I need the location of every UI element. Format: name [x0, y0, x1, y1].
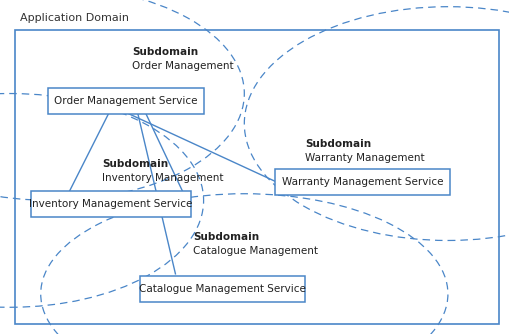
Text: Warranty Management: Warranty Management: [305, 153, 425, 163]
Text: Application Domain: Application Domain: [20, 13, 129, 23]
Text: Inventory Management: Inventory Management: [102, 173, 223, 183]
Text: Inventory Management Service: Inventory Management Service: [29, 199, 192, 209]
Text: Catalogue Management: Catalogue Management: [193, 246, 319, 256]
Text: Order Management: Order Management: [132, 61, 234, 71]
Text: Subdomain: Subdomain: [132, 47, 199, 57]
Text: Subdomain: Subdomain: [305, 139, 372, 149]
FancyBboxPatch shape: [48, 88, 204, 114]
FancyBboxPatch shape: [275, 169, 450, 195]
Text: Warranty Management Service: Warranty Management Service: [282, 177, 443, 187]
Text: Subdomain: Subdomain: [102, 159, 168, 169]
FancyBboxPatch shape: [31, 191, 191, 217]
Text: Order Management Service: Order Management Service: [54, 96, 197, 106]
Text: Subdomain: Subdomain: [193, 232, 260, 242]
FancyBboxPatch shape: [140, 276, 305, 302]
Text: Catalogue Management Service: Catalogue Management Service: [139, 284, 306, 294]
